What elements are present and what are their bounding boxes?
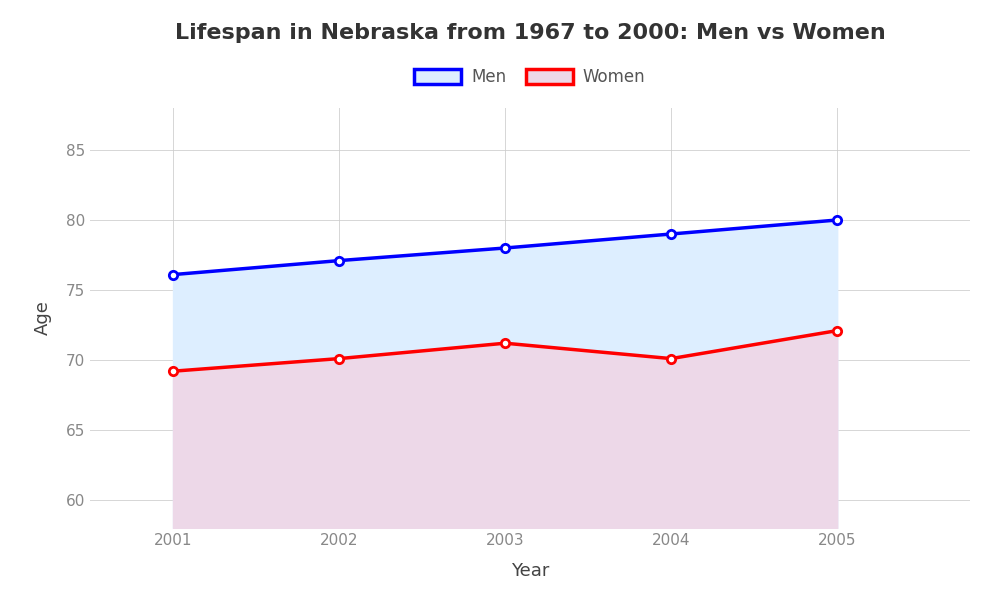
Y-axis label: Age: Age (34, 301, 52, 335)
X-axis label: Year: Year (511, 562, 549, 580)
Title: Lifespan in Nebraska from 1967 to 2000: Men vs Women: Lifespan in Nebraska from 1967 to 2000: … (175, 23, 885, 43)
Legend: Men, Women: Men, Women (408, 62, 652, 93)
